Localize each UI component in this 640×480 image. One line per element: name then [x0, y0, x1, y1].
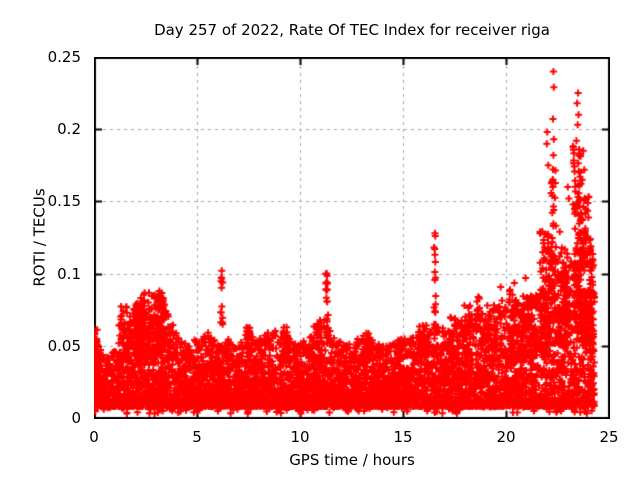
x-tick-label: 10 — [290, 428, 310, 446]
y-tick-label: 0.1 — [57, 264, 81, 283]
y-tick-label: 0 — [71, 409, 81, 427]
x-tick-label: 25 — [599, 428, 619, 446]
y-tick-label: 0.2 — [57, 120, 81, 139]
y-axis-label: ROTI / TECUs — [30, 188, 49, 287]
x-tick-label: 5 — [192, 428, 202, 446]
y-tick-label: 0.05 — [47, 336, 81, 355]
x-tick-label: 0 — [89, 428, 99, 446]
y-tick-label: 0.15 — [47, 192, 81, 211]
y-tick-label: 0.25 — [47, 48, 81, 66]
plot-canvas — [94, 57, 610, 419]
x-axis-label: GPS time / hours — [289, 451, 415, 469]
chart-title: Day 257 of 2022, Rate Of TEC Index for r… — [154, 21, 550, 39]
x-tick-label: 15 — [393, 428, 413, 446]
x-tick-label: 20 — [496, 428, 516, 446]
